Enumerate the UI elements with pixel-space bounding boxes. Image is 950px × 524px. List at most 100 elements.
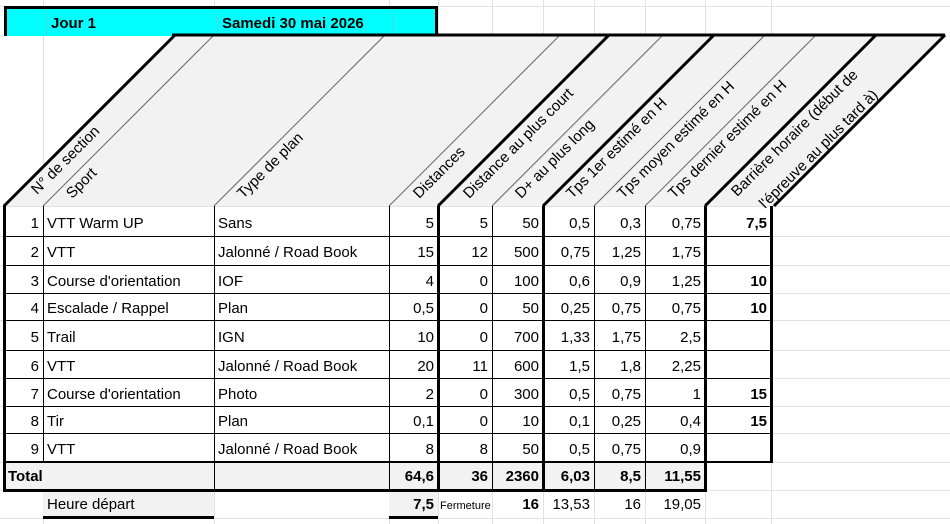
section-number-cell[interactable]: 8 <box>30 413 39 430</box>
elevation-cell[interactable]: 300 <box>513 385 539 403</box>
plan-type-cell[interactable]: Jalonné / Road Book <box>218 441 358 458</box>
section-number-cell[interactable]: 2 <box>30 244 39 261</box>
time-barrier-cell[interactable]: 15 <box>750 385 767 403</box>
total-distance-shortest[interactable]: 36 <box>471 467 488 485</box>
plan-type-cell[interactable]: Photo <box>218 385 258 403</box>
section-number-cell[interactable]: 5 <box>30 328 39 346</box>
section-number-cell[interactable]: 7 <box>30 385 39 403</box>
sport-cell[interactable]: Course d'orientation <box>47 385 181 403</box>
time-last-cell[interactable]: 0,75 <box>671 300 701 317</box>
time-first-cell[interactable]: 0,1 <box>569 413 590 430</box>
total-label[interactable]: Total <box>8 467 43 485</box>
time-barrier-cell[interactable] <box>705 322 771 352</box>
time-first-cell[interactable]: 0,75 <box>560 244 590 261</box>
time-barrier-cell[interactable]: 10 <box>750 300 767 317</box>
time-barrier-cell[interactable] <box>705 352 771 380</box>
sport-cell[interactable]: Trail <box>47 328 76 346</box>
sport-cell[interactable]: Tir <box>47 413 64 430</box>
time-barrier-cell[interactable] <box>705 435 771 464</box>
time-last-cell[interactable]: 0,75 <box>671 214 701 232</box>
total-distance[interactable]: 64,6 <box>404 467 434 485</box>
section-number-cell[interactable]: 4 <box>30 300 39 317</box>
time-average-cell[interactable]: 0,75 <box>611 441 641 458</box>
time-average-cell[interactable]: 0,9 <box>620 272 641 290</box>
distance-shortest-cell[interactable]: 8 <box>479 441 488 458</box>
plan-type-cell[interactable]: Plan <box>218 413 249 430</box>
distance-cell[interactable]: 0,1 <box>413 413 434 430</box>
section-number-cell[interactable]: 3 <box>30 272 39 290</box>
time-first-cell[interactable]: 0,5 <box>569 214 590 232</box>
elevation-cell[interactable]: 50 <box>522 214 539 232</box>
elevation-cell[interactable]: 100 <box>513 272 539 290</box>
distance-shortest-cell[interactable]: 0 <box>479 272 488 290</box>
time-last-cell[interactable]: 1 <box>692 385 701 403</box>
closing-label[interactable]: Fermeture <box>440 500 491 512</box>
time-last-cell[interactable]: 1,25 <box>671 272 701 290</box>
sport-cell[interactable]: VTT <box>47 244 76 261</box>
time-average-cell[interactable]: 0,75 <box>611 300 641 317</box>
elevation-cell[interactable]: 50 <box>522 300 539 317</box>
time-first-cell[interactable]: 1,5 <box>569 357 590 375</box>
sport-cell[interactable]: Escalade / Rappel <box>47 300 169 317</box>
time-first-cell[interactable]: 0,5 <box>569 441 590 458</box>
time-first-cell[interactable]: 0,25 <box>560 300 590 317</box>
distance-cell[interactable]: 5 <box>425 214 434 232</box>
time-barrier-cell[interactable]: 10 <box>750 272 767 290</box>
time-first-cell[interactable]: 0,6 <box>569 272 590 290</box>
time-first-cell[interactable]: 0,5 <box>569 385 590 403</box>
distance-shortest-cell[interactable]: 0 <box>479 385 488 403</box>
total-time-first[interactable]: 6,03 <box>560 467 590 485</box>
time-average-cell[interactable]: 1,25 <box>611 244 641 261</box>
time-last-cell[interactable]: 2,25 <box>671 357 701 375</box>
distance-shortest-cell[interactable]: 11 <box>472 357 488 375</box>
section-number-cell[interactable]: 6 <box>30 357 39 375</box>
plan-type-cell[interactable]: Sans <box>218 214 253 232</box>
section-number-cell[interactable]: 9 <box>30 441 39 458</box>
time-average-cell[interactable]: 0,25 <box>611 413 641 430</box>
total-elevation[interactable]: 2360 <box>505 467 539 485</box>
total-time-average[interactable]: 8,5 <box>620 467 641 485</box>
plan-type-cell[interactable]: IGN <box>218 328 245 346</box>
elevation-cell[interactable]: 10 <box>522 413 539 430</box>
start-time-value[interactable]: 7,5 <box>413 495 434 513</box>
time-last-cell[interactable]: 0,9 <box>680 441 701 458</box>
end-time-average[interactable]: 16 <box>624 495 641 513</box>
distance-shortest-cell[interactable]: 12 <box>471 244 488 261</box>
sport-cell[interactable]: VTT <box>47 441 76 458</box>
time-barrier-cell[interactable] <box>705 238 771 267</box>
time-barrier-cell[interactable]: 15 <box>750 413 767 430</box>
time-last-cell[interactable]: 1,75 <box>671 244 701 261</box>
distance-cell[interactable]: 20 <box>417 357 434 375</box>
day-label[interactable]: Jour 1 <box>51 15 97 32</box>
end-time-first[interactable]: 13,53 <box>552 495 590 513</box>
elevation-cell[interactable]: 700 <box>513 328 539 346</box>
sport-cell[interactable]: VTT Warm UP <box>47 214 144 232</box>
plan-type-cell[interactable]: IOF <box>218 272 243 290</box>
distance-cell[interactable]: 0,5 <box>413 300 434 317</box>
distance-shortest-cell[interactable]: 5 <box>479 214 488 232</box>
elevation-cell[interactable]: 500 <box>513 244 539 261</box>
distance-shortest-cell[interactable]: 0 <box>479 413 488 430</box>
plan-type-cell[interactable]: Plan <box>218 300 249 317</box>
time-last-cell[interactable]: 0,4 <box>680 413 701 430</box>
sport-cell[interactable]: Course d'orientation <box>47 272 181 290</box>
elevation-cell[interactable]: 600 <box>513 357 539 375</box>
distance-cell[interactable]: 10 <box>417 328 434 346</box>
distance-cell[interactable]: 4 <box>425 272 434 290</box>
time-barrier-cell[interactable]: 7,5 <box>746 214 767 232</box>
plan-type-cell[interactable]: Jalonné / Road Book <box>218 357 358 375</box>
time-average-cell[interactable]: 1,8 <box>620 357 641 375</box>
sport-cell[interactable]: VTT <box>47 357 76 375</box>
time-last-cell[interactable]: 2,5 <box>680 328 701 346</box>
total-time-last[interactable]: 11,55 <box>664 467 701 485</box>
distance-shortest-cell[interactable]: 0 <box>479 300 488 317</box>
date-label[interactable]: Samedi 30 mai 2026 <box>222 15 364 32</box>
closing-value[interactable]: 16 <box>522 495 539 513</box>
elevation-cell[interactable]: 50 <box>522 441 539 458</box>
distance-cell[interactable]: 8 <box>425 441 434 458</box>
start-time-label[interactable]: Heure départ <box>47 495 135 513</box>
distance-cell[interactable]: 15 <box>417 244 434 261</box>
end-time-last[interactable]: 19,05 <box>663 495 701 513</box>
plan-type-cell[interactable]: Jalonné / Road Book <box>218 244 358 261</box>
distance-shortest-cell[interactable]: 0 <box>479 328 488 346</box>
